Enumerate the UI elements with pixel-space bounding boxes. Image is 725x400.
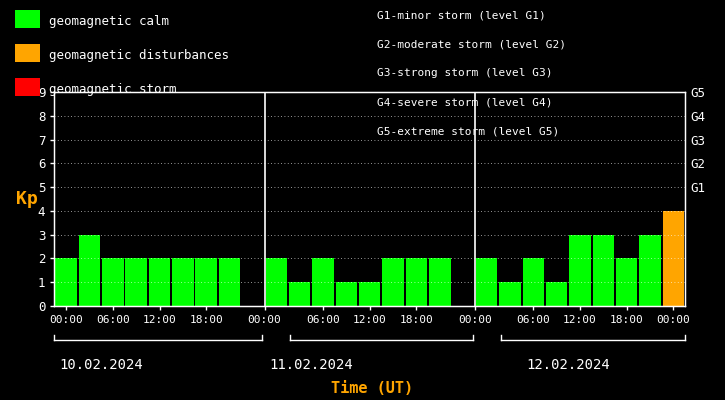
Text: G2-moderate storm (level G2): G2-moderate storm (level G2) xyxy=(377,39,566,49)
Bar xyxy=(429,258,450,306)
Bar xyxy=(476,258,497,306)
Bar xyxy=(569,235,591,306)
Text: geomagnetic disturbances: geomagnetic disturbances xyxy=(49,49,229,62)
Bar xyxy=(312,258,334,306)
Bar xyxy=(219,258,240,306)
Bar xyxy=(289,282,310,306)
Text: geomagnetic calm: geomagnetic calm xyxy=(49,15,170,28)
Bar xyxy=(359,282,381,306)
Bar xyxy=(102,258,123,306)
Bar xyxy=(639,235,660,306)
Bar xyxy=(592,235,614,306)
Bar xyxy=(55,258,77,306)
Y-axis label: Kp: Kp xyxy=(16,190,38,208)
Bar xyxy=(616,258,637,306)
Text: 10.02.2024: 10.02.2024 xyxy=(59,358,143,372)
Text: G3-strong storm (level G3): G3-strong storm (level G3) xyxy=(377,68,552,78)
Bar xyxy=(125,258,147,306)
Bar xyxy=(149,258,170,306)
Text: G4-severe storm (level G4): G4-severe storm (level G4) xyxy=(377,98,552,108)
Bar xyxy=(382,258,404,306)
Text: G5-extreme storm (level G5): G5-extreme storm (level G5) xyxy=(377,127,559,137)
Text: 11.02.2024: 11.02.2024 xyxy=(270,358,353,372)
Text: G1-minor storm (level G1): G1-minor storm (level G1) xyxy=(377,10,546,20)
Text: geomagnetic storm: geomagnetic storm xyxy=(49,83,177,96)
Bar xyxy=(172,258,194,306)
Bar xyxy=(523,258,544,306)
Text: Time (UT): Time (UT) xyxy=(331,381,413,396)
Bar xyxy=(265,258,287,306)
Bar xyxy=(500,282,521,306)
Text: 12.02.2024: 12.02.2024 xyxy=(526,358,610,372)
Bar xyxy=(663,211,684,306)
Bar xyxy=(336,282,357,306)
Bar xyxy=(546,282,568,306)
Bar xyxy=(79,235,100,306)
Bar xyxy=(406,258,427,306)
Bar xyxy=(196,258,217,306)
